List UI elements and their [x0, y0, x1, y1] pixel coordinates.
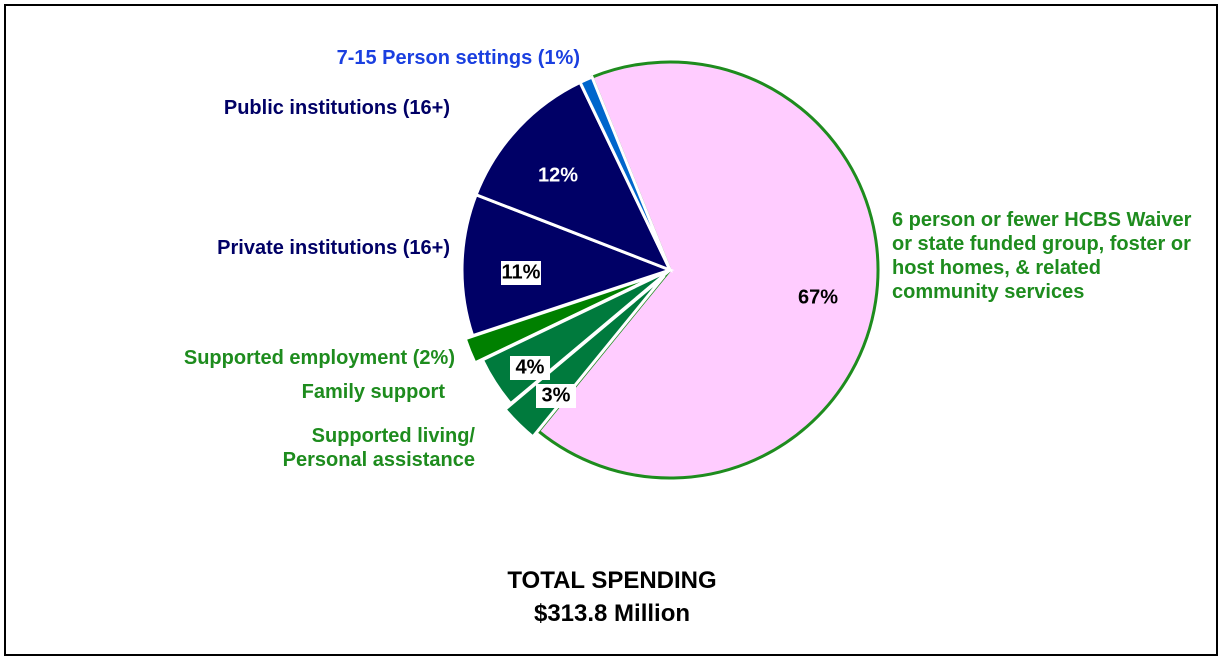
slice-label: Supported living/ Personal assistance [282, 425, 475, 471]
frame [4, 4, 1218, 656]
data-label: 12% [538, 164, 578, 186]
pie-slice [460, 192, 675, 338]
slice-label: Private institutions (16+) [217, 237, 450, 259]
pie-slice [463, 271, 664, 365]
slice-label: 7-15 Person settings (1%) [336, 47, 580, 69]
label-box [536, 384, 576, 408]
pie-slice [474, 80, 673, 273]
data-label: 4% [516, 356, 545, 378]
chart-subtitle: $313.8 Million [533, 600, 691, 627]
chart-title: TOTAL SPENDING [507, 567, 717, 594]
slice-label: Family support [301, 381, 445, 403]
data-label: 67% [798, 286, 838, 308]
slice-label: Supported employment (2%) [183, 347, 455, 369]
label-box [510, 356, 550, 380]
slice-label: 6 person or fewer HCBS Waiver or state f… [892, 209, 1192, 303]
label-box [501, 261, 541, 285]
slice-label: Public institutions (16+) [223, 97, 450, 119]
data-label: 3% [542, 384, 571, 406]
pie-slice [578, 75, 672, 271]
data-label: 11% [502, 261, 541, 283]
pie-slice [536, 60, 880, 480]
